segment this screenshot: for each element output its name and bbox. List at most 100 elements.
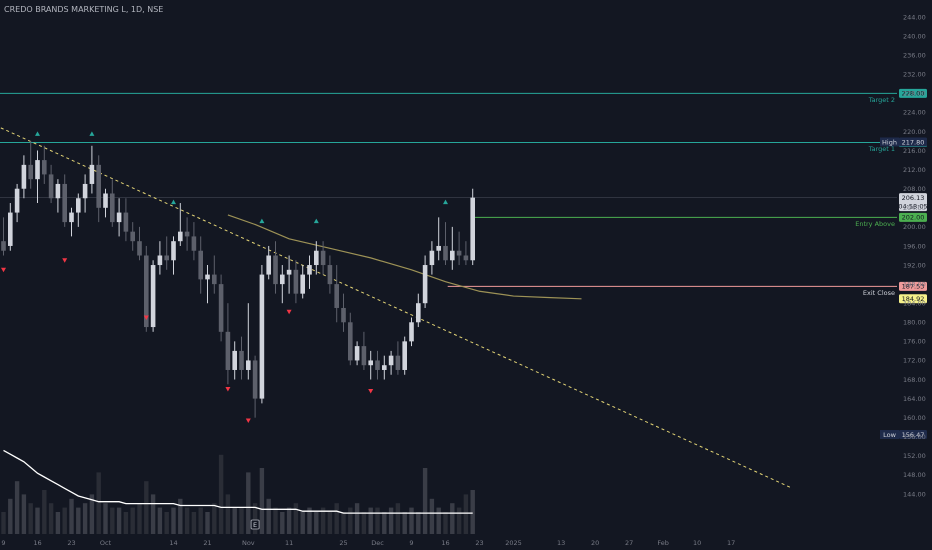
candle — [123, 198, 129, 242]
candle-body — [341, 307, 346, 323]
earnings-icon[interactable]: E — [250, 519, 260, 530]
volume-bar — [35, 507, 40, 534]
price-tick-label: 152.00 — [903, 452, 926, 460]
candle — [116, 198, 122, 237]
sell-signal-icon — [368, 388, 374, 394]
price-axis[interactable]: 144.00 148.00 152.00 156.00 160.00 164.00 168.… — [903, 13, 926, 498]
candle-body — [259, 274, 265, 399]
high-price-tag-bg — [899, 137, 927, 147]
level-name-label: Target 2 — [868, 96, 895, 104]
volume-bar — [116, 507, 122, 534]
candle-body — [354, 346, 360, 361]
candle-body — [8, 212, 13, 246]
volume-bar — [28, 503, 33, 534]
candle-body — [327, 265, 333, 285]
candle-body — [191, 236, 197, 251]
candle-body — [116, 212, 122, 223]
sell-signal-icon — [62, 258, 68, 263]
volume-bar — [103, 503, 108, 534]
candle — [62, 174, 67, 227]
price-tick-label: 220.00 — [903, 128, 926, 136]
level-name-label: Target 1 — [868, 145, 895, 153]
time-tick-label: 17 — [727, 539, 735, 547]
candle — [409, 317, 414, 347]
volume-bar — [157, 507, 163, 534]
volume-bar — [137, 503, 142, 534]
candle — [89, 145, 95, 194]
volume-layer — [1, 454, 475, 534]
time-axis[interactable]: 9 16 23 Oct 14 21 Nov 11 25 Dec 9 16 23 2025 13 20 27 Feb… — [1, 539, 735, 547]
earnings-letter: E — [253, 521, 257, 529]
candle-body — [150, 265, 156, 328]
candle-body — [450, 250, 455, 261]
candle — [130, 222, 135, 251]
candle — [1, 217, 6, 256]
time-tick-label: Nov — [242, 539, 255, 547]
volume-bar — [368, 507, 373, 534]
candle-body — [286, 269, 292, 275]
candle — [76, 193, 81, 227]
candle — [456, 231, 462, 266]
volume-bar — [123, 512, 129, 534]
candle — [266, 245, 271, 280]
high-price-tag: 217.80 — [899, 137, 927, 147]
candle — [348, 312, 353, 366]
candle — [28, 141, 33, 189]
time-tick-label: 20 — [591, 539, 599, 547]
candle — [416, 293, 421, 328]
candle — [341, 293, 346, 332]
level-price-tag-text: 202.00 — [902, 214, 925, 222]
candle — [280, 265, 285, 304]
volume-bar — [144, 481, 149, 534]
buy-signal-icon — [259, 218, 265, 224]
signals-layer — [1, 131, 448, 424]
volume-bar — [382, 512, 387, 534]
price-tick-label: 176.00 — [903, 338, 926, 346]
candle — [14, 183, 20, 223]
candle — [35, 150, 40, 204]
low-price-tag-bg — [899, 430, 927, 440]
volume-bar — [89, 494, 95, 534]
volume-bar — [62, 507, 67, 534]
candle-body — [409, 322, 414, 342]
price-tick-label: 224.00 — [903, 109, 926, 117]
time-tick-label: 9 — [1, 539, 5, 547]
candle — [286, 255, 292, 294]
volume-bar — [320, 507, 326, 534]
time-tick-label: 11 — [285, 539, 293, 547]
price-tick-label: 240.00 — [903, 32, 926, 40]
candle-body — [89, 164, 95, 184]
candle — [252, 355, 258, 418]
candle — [191, 222, 197, 261]
volume-bar — [96, 472, 101, 534]
volume-bar — [76, 507, 81, 534]
volume-bar — [239, 507, 244, 534]
volume-bar — [395, 503, 401, 534]
ma-price-tag-bg — [899, 294, 927, 304]
candle-body — [463, 255, 469, 261]
candle — [178, 203, 183, 246]
volume-bar — [69, 498, 74, 534]
last-price-text: 206.13 — [902, 194, 925, 202]
earnings-layer[interactable]: E — [250, 519, 260, 530]
candle-body — [429, 250, 435, 266]
trendline — [0, 126, 793, 489]
candle — [450, 226, 455, 270]
sell-signal-icon — [143, 315, 149, 321]
marker-name: High — [882, 138, 897, 146]
candle — [361, 331, 367, 370]
candle-body — [144, 255, 149, 328]
volume-bar — [450, 503, 455, 534]
time-tick-label: 2025 — [505, 539, 522, 547]
candle — [164, 236, 169, 270]
time-tick-label: Dec — [371, 539, 384, 547]
time-tick-label: 14 — [169, 539, 177, 547]
candle-body — [14, 188, 20, 213]
volume-bar — [82, 503, 88, 534]
candle-body — [55, 183, 61, 199]
candle-body — [205, 274, 210, 280]
volume-bar — [409, 507, 414, 534]
volume-bar — [55, 512, 61, 534]
